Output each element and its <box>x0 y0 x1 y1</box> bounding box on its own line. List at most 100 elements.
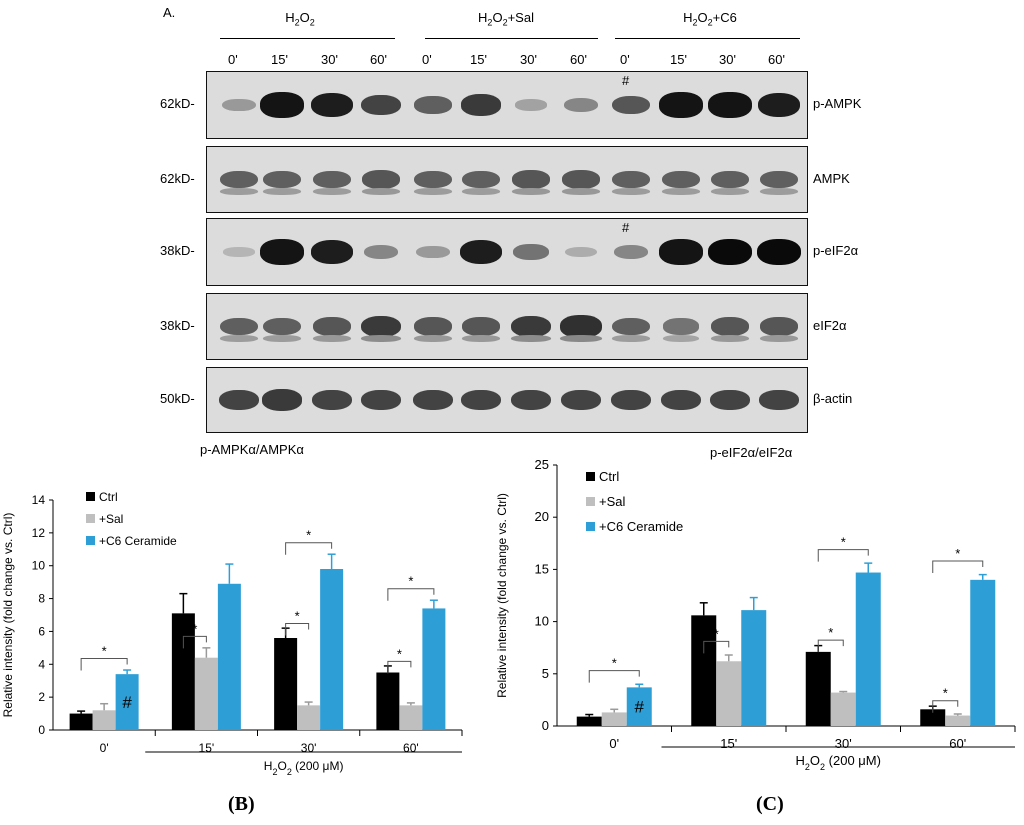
blot-lane-label: 30' <box>321 52 338 67</box>
bar <box>576 716 602 726</box>
bar <box>855 572 881 726</box>
significance-bracket <box>285 623 310 636</box>
blot-band <box>564 246 598 258</box>
x-tick-label: 30' <box>301 741 317 755</box>
blot-lane-label: 30' <box>719 52 736 67</box>
y-tick-label: 4 <box>38 657 45 671</box>
x-tick-label: 60' <box>403 741 419 755</box>
legend-swatch <box>86 536 95 545</box>
y-tick-label: 0 <box>542 718 549 733</box>
blot-band <box>414 96 452 114</box>
blot-band <box>460 94 502 116</box>
blot-protein-label: eIF2α <box>813 317 847 333</box>
blot-band <box>263 187 301 195</box>
bar <box>716 661 742 726</box>
blot-band <box>361 389 401 411</box>
bar <box>69 713 93 730</box>
blot-group-line <box>220 38 395 39</box>
blot-band <box>310 92 354 118</box>
blot-band <box>416 245 450 259</box>
blot-protein-label: AMPK <box>813 170 850 186</box>
blot-kd-label: 50kD- <box>160 391 195 406</box>
bar <box>920 709 946 726</box>
chart-b-caption: (B) <box>228 793 255 815</box>
chart-b-title: p-AMPKα/AMPKα <box>200 442 304 457</box>
blot-band <box>659 239 703 265</box>
blot-band <box>260 92 304 118</box>
bar <box>217 583 241 730</box>
legend-swatch <box>86 492 95 501</box>
blot-band <box>759 389 799 411</box>
blot-band <box>363 244 399 260</box>
legend-swatch <box>86 514 95 523</box>
blot-significance-mark: # <box>622 220 630 235</box>
blot-band <box>361 187 401 195</box>
blot-band <box>312 389 352 411</box>
x-tick-label: 15' <box>199 741 215 755</box>
bar <box>92 710 116 730</box>
blot-band <box>708 92 752 118</box>
blot-band <box>662 187 700 195</box>
significance-star: * <box>714 626 719 641</box>
bar <box>171 613 195 730</box>
bar <box>741 610 767 726</box>
legend-label: Ctrl <box>599 469 619 484</box>
significance-star: * <box>102 644 107 659</box>
blot-band <box>711 187 749 195</box>
blot-band <box>659 92 703 118</box>
blot-band <box>511 389 551 411</box>
legend-label: Ctrl <box>99 490 118 504</box>
significance-star: * <box>841 535 846 550</box>
blot-significance-mark: # <box>622 73 630 88</box>
legend-swatch <box>586 472 595 481</box>
blot-band <box>512 243 550 261</box>
significance-star: * <box>306 528 311 543</box>
significance-bracket <box>387 588 435 601</box>
y-tick-label: 5 <box>542 666 549 681</box>
x-tick-label: 0' <box>100 741 109 755</box>
blot-group-line <box>615 38 800 39</box>
blot-band <box>360 334 402 342</box>
bar <box>194 657 218 730</box>
blot-band <box>312 334 352 342</box>
blot-band <box>760 187 798 195</box>
chart-c-caption: (C) <box>756 793 784 815</box>
blot-panel <box>206 218 808 286</box>
significance-bracket <box>387 660 412 674</box>
blot-band <box>313 170 351 189</box>
blot-kd-label: 62kD- <box>160 96 195 111</box>
blot-kd-label: 62kD- <box>160 170 195 186</box>
bar <box>626 687 652 726</box>
blot-protein-label: p-eIF2α <box>813 243 859 258</box>
blot-band <box>510 315 552 338</box>
y-tick-label: 10 <box>32 559 46 573</box>
blot-lane-label: 60' <box>370 52 387 67</box>
blot-band <box>710 334 750 342</box>
blot-lane-label: 30' <box>520 52 537 67</box>
legend-label: +Sal <box>99 512 123 526</box>
blot-band <box>263 334 301 342</box>
blot-band <box>561 187 601 195</box>
blot-group-label: H2O2+Sal <box>478 10 534 28</box>
blot-band <box>561 170 601 189</box>
blot-group-line <box>425 38 598 39</box>
blot-lane-label: 15' <box>670 52 687 67</box>
significance-bracket <box>703 640 730 654</box>
chart-c: 0 5 10 15 20 25 Relative intensity (fold chang… <box>495 457 1016 772</box>
blot-band <box>710 389 750 411</box>
blot-group-label: H2O2 <box>285 10 315 28</box>
y-tick-label: 15 <box>535 561 549 576</box>
significance-bracket <box>588 670 640 683</box>
blot-band <box>514 99 548 111</box>
blot-band <box>260 239 304 265</box>
blot-band <box>220 334 258 342</box>
blot-band <box>459 239 503 265</box>
blot-band <box>413 334 453 342</box>
blot-band <box>414 187 452 195</box>
blot-lane-label: 15' <box>470 52 487 67</box>
chart-b: 0 2 4 6 8 10 12 14 Relative intensity (fold chan… <box>1 490 463 777</box>
significance-star: * <box>295 609 300 624</box>
treatment-group-label: H2O2 (200 μM) <box>796 753 881 772</box>
blot-band <box>613 244 649 260</box>
blot-band <box>461 334 501 342</box>
